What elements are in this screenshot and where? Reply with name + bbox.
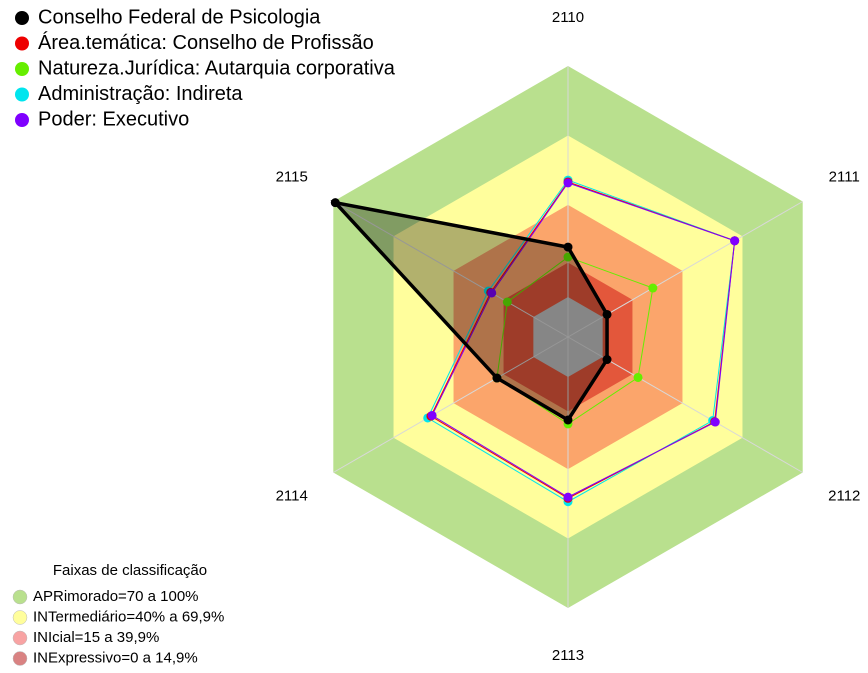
bands-legend-label: INExpressivo=0 a 14,9% [33,649,198,666]
axis-spoke [333,336,569,473]
series-point [648,283,658,293]
category-label: 2110 [552,9,584,26]
axis-spoke [333,201,569,338]
series-point [427,410,437,420]
legend-marker [15,11,29,25]
series-point [502,297,512,307]
bands-legend-label: APRimorado=70 a 100% [33,588,199,605]
series-point [330,198,340,208]
series-point [730,236,740,246]
series-point [633,372,643,382]
legend-marker [15,62,29,76]
legend-label: Poder: Executivo [38,108,189,130]
bands-legend-marker [12,651,28,666]
bands-legend-marker [12,630,28,646]
series-point [563,415,573,425]
category-label: 2113 [552,647,584,664]
series-point [563,242,573,252]
series-point [602,309,612,319]
series-point [492,373,502,383]
legend-label: Área.temática: Conselho de Profissão [38,31,374,54]
bands-legend-label: INIcial=15 a 39,9% [33,629,159,646]
bands-legend-marker [12,610,28,625]
legend-marker [15,87,29,102]
legend-label: Administração: Indireta [38,83,243,105]
category-label: 2111 [829,168,860,185]
category-label: 2112 [828,487,860,504]
bands-legend-marker [12,589,28,605]
legend-marker [15,36,29,51]
series-point [563,252,573,262]
legend-label: Conselho Federal de Psicologia [38,6,321,28]
series-point [487,288,497,298]
bands-legend-title: Faixas de classificação [53,562,207,579]
category-label: 2115 [276,168,308,185]
series-point [602,355,612,365]
category-label: 2114 [276,487,308,504]
series-point [710,417,720,427]
bands-legend-label: INTermediário=40% a 69,9% [33,608,224,625]
legend-label: Natureza.Jurídica: Autarquia corporativa [38,57,396,79]
legend-marker [15,113,29,127]
series-point [563,178,573,188]
series-point [563,492,573,502]
